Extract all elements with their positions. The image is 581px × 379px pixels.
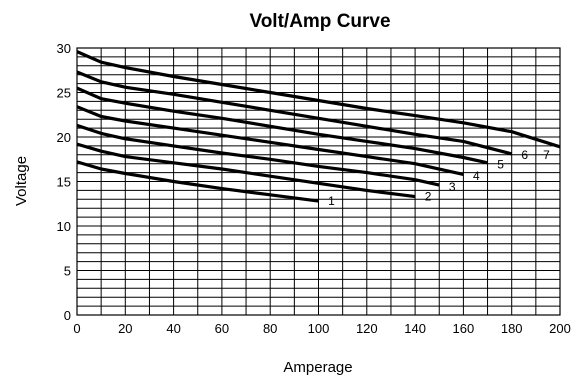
series-line-7 <box>76 50 561 149</box>
y-tick-label: 15 <box>57 175 71 190</box>
x-tick-label: 160 <box>453 321 475 336</box>
curves <box>76 50 561 203</box>
series-line-3 <box>76 123 440 187</box>
y-tick-label: 0 <box>64 308 71 323</box>
x-tick-label: 0 <box>73 321 80 336</box>
grid <box>77 48 560 315</box>
x-tick-label: 100 <box>308 321 330 336</box>
y-tick-label: 20 <box>57 130 71 145</box>
series-line-4 <box>76 105 464 176</box>
x-tick-label: 180 <box>501 321 523 336</box>
x-tick-label: 140 <box>404 321 426 336</box>
x-axis-label: Amperage <box>283 359 352 376</box>
series-line-5 <box>76 86 488 165</box>
plot-frame <box>76 47 561 316</box>
x-tick-label: 60 <box>215 321 229 336</box>
series-label-4: 4 <box>473 169 480 183</box>
y-tick-label: 30 <box>57 41 71 56</box>
x-tick-label: 20 <box>118 321 132 336</box>
x-tick-label: 40 <box>166 321 180 336</box>
series-labels: 1 2 3 4 5 6 7 <box>328 148 550 208</box>
x-tick-label: 120 <box>356 321 378 336</box>
series-label-5: 5 <box>497 158 504 172</box>
series-label-6: 6 <box>521 148 528 162</box>
series-line-1 <box>76 160 319 203</box>
chart-title: Volt/Amp Curve <box>249 11 390 32</box>
y-tick-label: 25 <box>57 86 71 101</box>
y-tick-label: 10 <box>57 219 71 234</box>
series-label-7: 7 <box>543 148 550 162</box>
x-tick-label: 80 <box>263 321 277 336</box>
series-line-2 <box>76 142 416 199</box>
series-label-1: 1 <box>328 194 335 208</box>
y-axis-label: Voltage <box>13 156 30 206</box>
series-line-6 <box>76 70 513 156</box>
y-tick-label: 5 <box>64 264 71 279</box>
series-label-3: 3 <box>449 180 456 194</box>
series-label-2: 2 <box>425 190 432 204</box>
x-tick-label: 200 <box>549 321 571 336</box>
